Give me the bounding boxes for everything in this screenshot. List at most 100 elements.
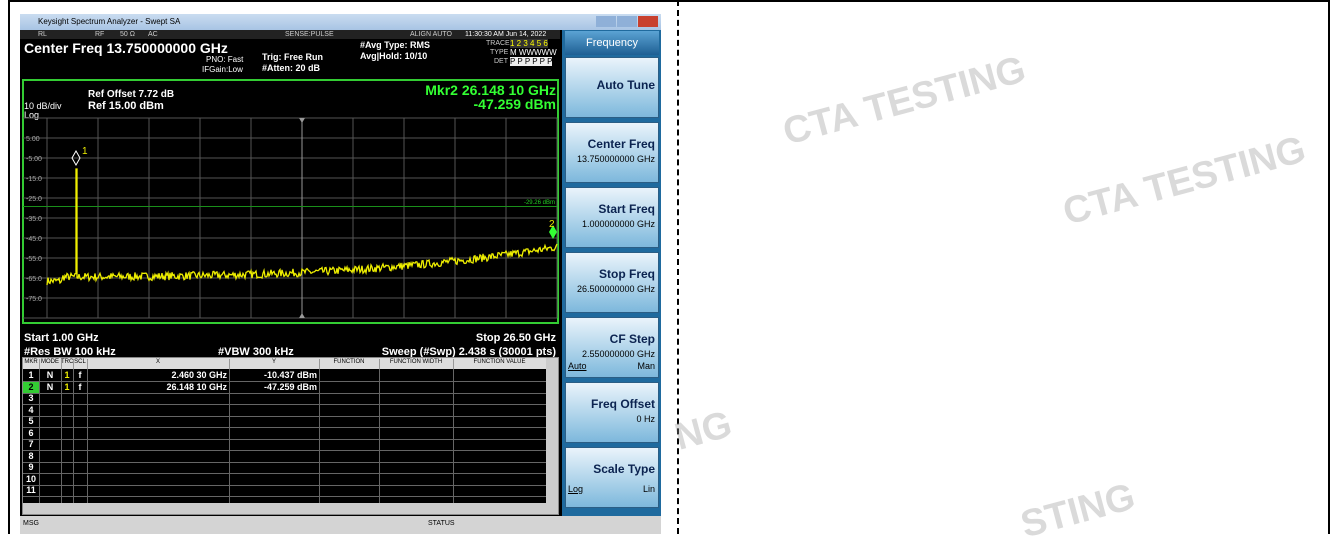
y-label: -45.0 (26, 236, 42, 243)
status-text: RF (95, 31, 104, 38)
col-line (87, 369, 88, 503)
softkey[interactable]: Scale Type Log Lin (565, 447, 659, 508)
display-line-label: -29.26 dBm (524, 200, 555, 206)
row-line (23, 416, 546, 417)
table-cell: 1 (23, 370, 39, 381)
col-line (379, 369, 380, 503)
table-cell: f (73, 382, 87, 393)
det-indicator: P P P P P P (510, 57, 552, 66)
status-text: 50 Ω (120, 31, 135, 38)
row-line (23, 393, 546, 394)
max-button[interactable] (617, 16, 637, 27)
header-cell: MKR (23, 359, 40, 369)
col-line (61, 369, 62, 503)
watermark: CTA TESTING (1059, 128, 1311, 234)
table-cell: f (73, 370, 87, 381)
status-text: TRACE (486, 40, 510, 47)
softkey-title: Scale Type (593, 462, 655, 476)
row-line (23, 462, 546, 463)
softkey[interactable]: Stop Freq 26.500000000 GHz (565, 252, 659, 313)
softkey-value: 0 Hz (636, 414, 655, 424)
table-cell: 6 (23, 428, 39, 439)
softkey-title: CF Step (610, 332, 655, 346)
table-cell: 2 (23, 382, 39, 393)
softkey[interactable]: Freq Offset 0 Hz (565, 382, 659, 443)
stop-freq: Stop 26.50 GHz (476, 332, 557, 344)
table-cell: 3 (23, 393, 39, 404)
softkey-title: Stop Freq (599, 267, 655, 281)
row-line (23, 450, 546, 451)
col-line (319, 369, 320, 503)
col-line (39, 369, 40, 503)
status-text: Avg|Hold: 10/10 (360, 51, 427, 61)
graph-frame (23, 80, 558, 323)
start-freq: Start 1.00 GHz (24, 332, 99, 344)
softkey[interactable]: Auto Tune (565, 57, 659, 118)
page: CTA TESTING CTA TESTING NG STING Keysigh… (0, 0, 1338, 534)
ref-offset: Ref Offset 7.72 dB (88, 89, 174, 100)
title-bar: Keysight Spectrum Analyzer - Swept SA (20, 14, 661, 30)
table-cell: -47.259 dBm (229, 382, 319, 393)
status-text: IFGain:Low (202, 65, 243, 74)
col-line (453, 369, 454, 503)
y-label: -35.0 (26, 216, 42, 223)
y-label: -55.0 (26, 256, 42, 263)
header-cell: FUNCTION (319, 359, 380, 369)
row-line (23, 427, 546, 428)
marker-label: 1 (82, 146, 88, 157)
type-indicator: M WWWWW (510, 48, 557, 57)
table-cell: 4 (23, 405, 39, 416)
table-cell: N (39, 382, 61, 393)
y-label: -5.00 (26, 156, 42, 163)
status-text: 11:30:30 AM Jun 14, 2022 (465, 31, 546, 38)
table-cell: 26.148 10 GHz (87, 382, 229, 393)
header-cell: SCL (73, 359, 88, 369)
status-text: SENSE:PULSE (285, 31, 334, 38)
table-cell: 10 (23, 474, 39, 485)
trace-indicator: 1 2 3 4 5 6 (510, 39, 548, 48)
marker-level: -47.259 dBm (474, 96, 556, 112)
bottom-bar: MSG STATUS (20, 516, 661, 534)
status-label: STATUS (428, 520, 455, 527)
table-cell: -10.437 dBm (229, 370, 319, 381)
status-text: RL (38, 31, 47, 38)
softkey-option: Log (568, 484, 583, 494)
min-button[interactable] (596, 16, 616, 27)
msg-label: MSG (23, 520, 39, 527)
graph: Ref Offset 7.72 dB 10 dB/div Ref 15.00 d… (20, 76, 561, 376)
table-cell: 9 (23, 462, 39, 473)
softkey-title: Freq Offset (591, 397, 655, 411)
softkey[interactable]: CF Step 2.550000000 GHz Auto Man (565, 317, 659, 378)
cell-divider (677, 0, 679, 534)
status-text: #Atten: 20 dB (262, 63, 320, 73)
softkey-option: Auto (568, 361, 587, 371)
header-cell: Y (229, 359, 320, 369)
y-label: -15.0 (26, 176, 42, 183)
row-line (23, 404, 546, 405)
softkey-value: 26.500000000 GHz (577, 284, 655, 294)
col-line (73, 369, 74, 503)
center-freq: Center Freq 13.750000000 GHz (24, 40, 228, 56)
softkey-title: Auto Tune (597, 78, 655, 92)
softkey-option: Man (637, 361, 655, 371)
table-cell: 1 (61, 382, 73, 393)
scrollbar (23, 503, 558, 514)
left-border (8, 0, 10, 534)
softkey-option: Lin (643, 484, 655, 494)
y-label: -75.0 (26, 296, 42, 303)
row-line (23, 485, 546, 486)
y-label: -25.0 (26, 196, 42, 203)
row-line (23, 439, 546, 440)
analyzer-window: Keysight Spectrum Analyzer - Swept SA RL… (20, 14, 661, 534)
ref-level: Ref 15.00 dBm (88, 100, 164, 112)
close-button[interactable] (638, 16, 658, 27)
table-cell: N (39, 370, 61, 381)
softkey-menu: Frequency (565, 31, 659, 55)
status-text: #Avg Type: RMS (360, 40, 430, 50)
softkey-title: Start Freq (598, 202, 655, 216)
header-cell: FUNCTION WIDTH (379, 359, 454, 369)
softkey-value: 2.550000000 GHz (582, 349, 655, 359)
